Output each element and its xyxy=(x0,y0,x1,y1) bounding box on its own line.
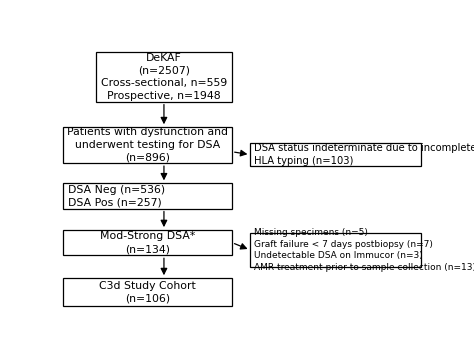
Text: Missing specimens (n=5)
Graft failure < 7 days postbiopsy (n=7)
Undetectable DSA: Missing specimens (n=5) Graft failure < … xyxy=(254,228,474,272)
Bar xyxy=(96,52,232,102)
Bar xyxy=(63,278,232,306)
Bar xyxy=(63,230,232,255)
Text: Mod-Strong DSA*
(n=134): Mod-Strong DSA* (n=134) xyxy=(100,231,195,254)
Bar xyxy=(250,233,421,268)
Bar xyxy=(63,183,232,209)
Text: DeKAF
(n=2507)
Cross-sectional, n=559
Prospective, n=1948: DeKAF (n=2507) Cross-sectional, n=559 Pr… xyxy=(101,53,227,101)
Bar xyxy=(250,143,421,166)
Text: Patients with dysfunction and
underwent testing for DSA
(n=896): Patients with dysfunction and underwent … xyxy=(67,127,228,163)
Text: C3d Study Cohort
(n=106): C3d Study Cohort (n=106) xyxy=(99,281,196,304)
Text: DSA Neg (n=536)
DSA Pos (n=257): DSA Neg (n=536) DSA Pos (n=257) xyxy=(68,185,165,208)
Text: DSA status indeterminate due to incomplete
HLA typing (n=103): DSA status indeterminate due to incomple… xyxy=(254,143,474,166)
Bar xyxy=(63,127,232,163)
